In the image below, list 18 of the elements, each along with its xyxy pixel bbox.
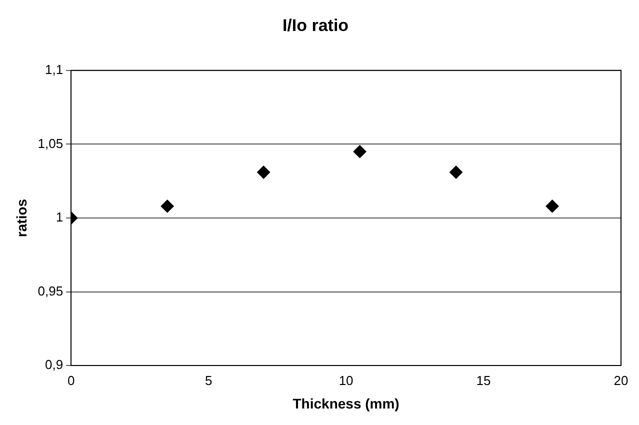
x-tick-label: 20	[614, 372, 628, 388]
chart-title: I/Io ratio	[282, 16, 349, 35]
point	[353, 145, 366, 158]
x-tick-label: 5	[204, 372, 212, 388]
point	[160, 200, 174, 213]
point	[257, 166, 270, 179]
y-axis-title: ratios	[13, 198, 30, 238]
y-tick-label: 1	[56, 210, 64, 225]
x-tick-label: 15	[476, 372, 491, 388]
x-tick-label: 10	[338, 372, 354, 388]
y-tick-label: 1,05	[38, 136, 64, 151]
point	[450, 166, 463, 179]
x-axis-title: Thickness (mm)	[292, 395, 400, 412]
x-tick-label: 0	[67, 372, 75, 388]
y-tick-label: 0,9	[45, 357, 64, 372]
y-tick-label: 0,95	[38, 283, 64, 298]
y-tick-label: 1,1	[45, 62, 64, 77]
point	[546, 200, 559, 213]
